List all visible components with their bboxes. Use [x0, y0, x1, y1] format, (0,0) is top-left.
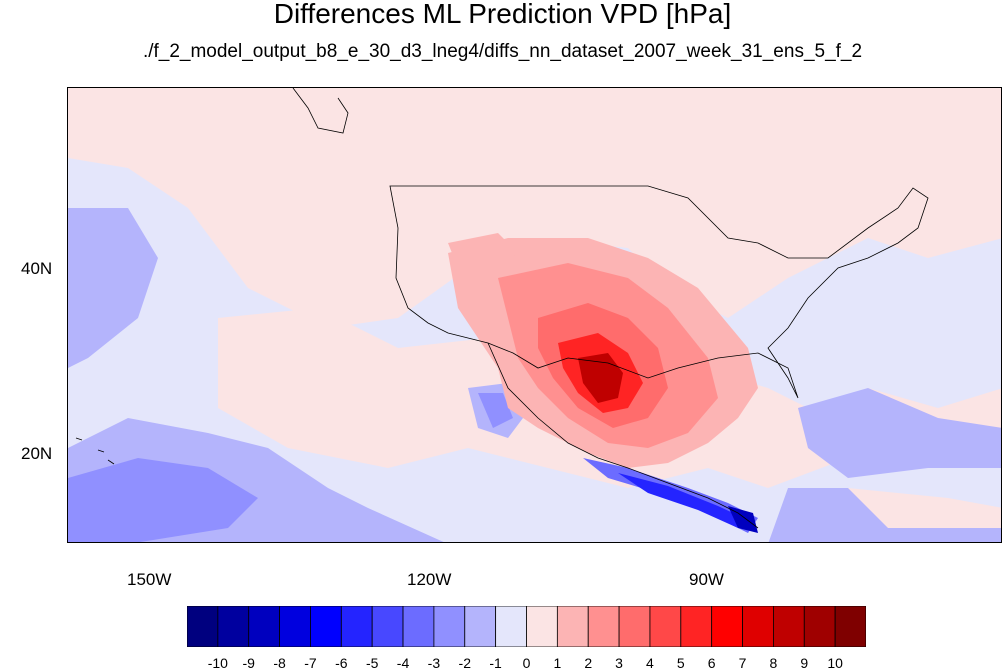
lon-label-90w: 90W	[689, 570, 724, 589]
colorbar-tick-label: -7	[304, 655, 317, 671]
colorbar-tick-label: 7	[738, 655, 747, 671]
map-panel	[67, 87, 1002, 543]
colorbar-tick-label: 2	[584, 655, 593, 671]
colorbar-swatch	[340, 606, 373, 647]
coastline-alaska	[292, 88, 349, 134]
lat-label-20n: 20N	[21, 444, 53, 463]
colorbar-swatch	[649, 606, 682, 647]
colorbar-tick-label: 9	[800, 655, 809, 671]
plot-subtitle: ./f_2_model_output_b8_e_30_d3_lneg4/diff…	[142, 41, 863, 62]
colorbar-swatch	[587, 606, 620, 647]
lon-label-150w: 150W	[127, 570, 172, 589]
blue-zone-central-america	[728, 506, 758, 533]
colorbar-swatch	[433, 606, 466, 647]
blue-zone-mexico-core	[618, 473, 748, 528]
negative-zone-gulf-east	[798, 388, 1001, 478]
colorbar-swatch	[773, 606, 805, 647]
colorbar-swatch	[371, 606, 404, 647]
negative-zone-west-pacific	[68, 208, 158, 368]
colorbar-tick-label: -5	[365, 655, 379, 671]
colorbar-swatch	[834, 606, 866, 647]
colorbar-tick-label: 4	[646, 655, 654, 671]
colorbar-tick-label: -10	[207, 655, 228, 671]
colorbar-swatch	[711, 606, 743, 647]
red-zone-nevada	[448, 233, 518, 273]
colorbar-swatch	[248, 606, 280, 647]
colorbar-swatch	[187, 606, 219, 647]
positive-zone-north-pacific	[68, 88, 1001, 328]
red-zone-peak	[578, 353, 623, 403]
colorbar-swatch	[464, 606, 497, 647]
colorbar-swatch	[279, 606, 311, 647]
colorbar-tick-label: -8	[273, 655, 286, 671]
colorbar-swatch	[402, 606, 435, 647]
colorbar-tick-label: -3	[427, 655, 441, 671]
colorbar-swatch	[680, 606, 713, 647]
colorbar-tick-label: -9	[242, 655, 255, 671]
colorbar-tick-label: -6	[335, 655, 348, 671]
blue-zone-pacific	[68, 458, 258, 542]
colorbar-tick-label: -1	[489, 655, 502, 671]
blue-zone-baja	[478, 393, 513, 428]
colorbar-swatch	[803, 606, 836, 647]
colorbar-tick-label: 6	[707, 655, 716, 671]
colorbar-tick-label: 1	[553, 655, 562, 671]
colorbar-swatch	[526, 606, 558, 647]
colorbar	[187, 606, 866, 647]
colorbar-swatch	[742, 606, 774, 647]
plot-title: Differences ML Prediction VPD [hPa]	[273, 0, 732, 29]
colorbar-tick-label: 3	[615, 655, 623, 671]
vpd-difference-map	[68, 88, 1001, 542]
colorbar-tick-label: 8	[769, 655, 778, 671]
colorbar-swatch	[217, 606, 250, 647]
colorbar-swatch	[556, 606, 589, 647]
colorbar-tick-label: -4	[396, 655, 410, 671]
colorbar-swatch	[495, 606, 527, 647]
negative-zone-southeast	[768, 488, 1001, 542]
lat-label-40n: 40N	[21, 259, 53, 278]
coastline-mexico	[487, 342, 759, 529]
colorbar-tick-label: -2	[458, 655, 471, 671]
coastline-us	[389, 185, 929, 399]
colorbar-swatch	[310, 606, 342, 647]
colorbar-tick-label: 0	[522, 655, 531, 671]
colorbar-swatch	[618, 606, 651, 647]
coastline-hawaii	[75, 437, 115, 465]
colorbar-tick-label: 5	[676, 655, 685, 671]
lon-label-120w: 120W	[407, 570, 452, 589]
colorbar-tick-label: 10	[827, 655, 843, 671]
